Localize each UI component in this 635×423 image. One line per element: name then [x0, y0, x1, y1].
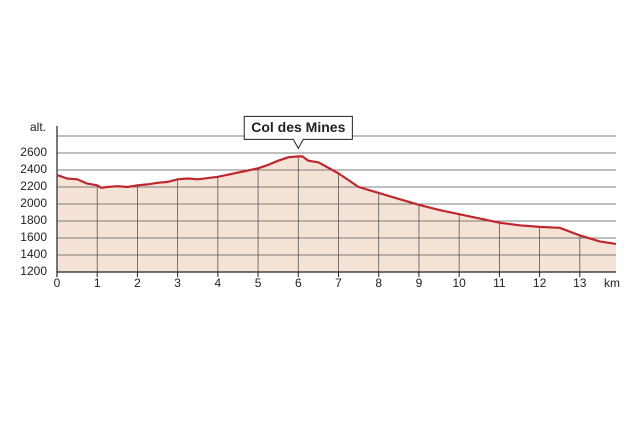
x-tick-label: 6: [295, 276, 302, 290]
x-tick-label: 9: [416, 276, 423, 290]
x-tick-label: 0: [54, 276, 61, 290]
y-tick-label: 2400: [20, 162, 47, 176]
x-tick-label: 5: [255, 276, 262, 290]
y-tick-label: 1600: [20, 230, 47, 244]
y-tick-label: 2200: [20, 179, 47, 193]
annotation-text: Col des Mines: [251, 119, 345, 135]
annotation: Col des Mines: [243, 115, 353, 150]
x-tick-label: 4: [215, 276, 222, 290]
x-tick-label: 7: [335, 276, 342, 290]
y-tick-label: 1400: [20, 247, 47, 261]
x-axis-label: km: [604, 276, 620, 290]
x-tick-label: 10: [452, 276, 466, 290]
y-tick-label: 1800: [20, 213, 47, 227]
y-tick-label: 1200: [20, 264, 47, 278]
x-tick-label: 13: [573, 276, 587, 290]
elevation-line: [56, 155, 617, 245]
y-tick-label: 2600: [20, 145, 47, 159]
x-tick-label: 12: [533, 276, 547, 290]
x-tick-label: 1: [94, 276, 101, 290]
x-tick-label: 3: [174, 276, 181, 290]
y-tick-label: 2000: [20, 196, 47, 210]
x-tick-label: 11: [493, 276, 506, 290]
y-axis-label: alt.: [30, 120, 46, 134]
x-tick-label: 2: [134, 276, 141, 290]
annotation-box: [243, 115, 353, 150]
x-tick-label: 8: [375, 276, 382, 290]
area-fill: [57, 156, 616, 272]
